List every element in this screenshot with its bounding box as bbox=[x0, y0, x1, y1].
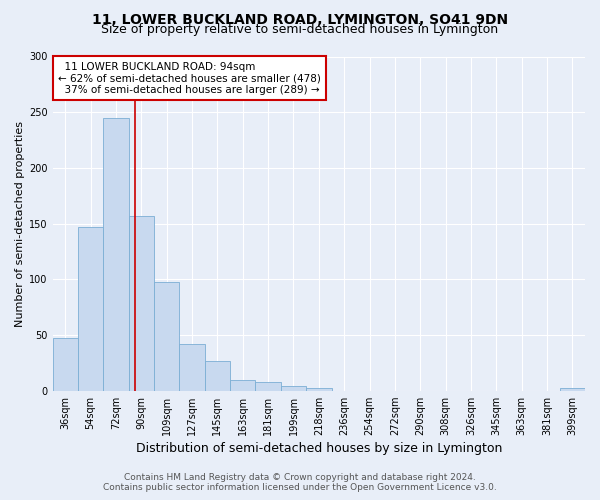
Bar bbox=[103, 118, 129, 390]
Bar bbox=[256, 382, 281, 390]
Bar bbox=[53, 338, 78, 390]
Bar bbox=[281, 386, 306, 390]
Bar bbox=[179, 344, 205, 391]
Bar bbox=[306, 388, 332, 390]
Bar bbox=[205, 360, 230, 390]
Y-axis label: Number of semi-detached properties: Number of semi-detached properties bbox=[15, 120, 25, 326]
Bar bbox=[154, 282, 179, 391]
Bar bbox=[129, 216, 154, 390]
Bar bbox=[230, 380, 256, 390]
Bar bbox=[78, 227, 103, 390]
Bar bbox=[560, 388, 585, 390]
Text: 11, LOWER BUCKLAND ROAD, LYMINGTON, SO41 9DN: 11, LOWER BUCKLAND ROAD, LYMINGTON, SO41… bbox=[92, 12, 508, 26]
Text: 11 LOWER BUCKLAND ROAD: 94sqm
← 62% of semi-detached houses are smaller (478)
  : 11 LOWER BUCKLAND ROAD: 94sqm ← 62% of s… bbox=[58, 62, 321, 94]
Text: Size of property relative to semi-detached houses in Lymington: Size of property relative to semi-detach… bbox=[101, 24, 499, 36]
Text: Contains HM Land Registry data © Crown copyright and database right 2024.
Contai: Contains HM Land Registry data © Crown c… bbox=[103, 473, 497, 492]
X-axis label: Distribution of semi-detached houses by size in Lymington: Distribution of semi-detached houses by … bbox=[136, 442, 502, 455]
